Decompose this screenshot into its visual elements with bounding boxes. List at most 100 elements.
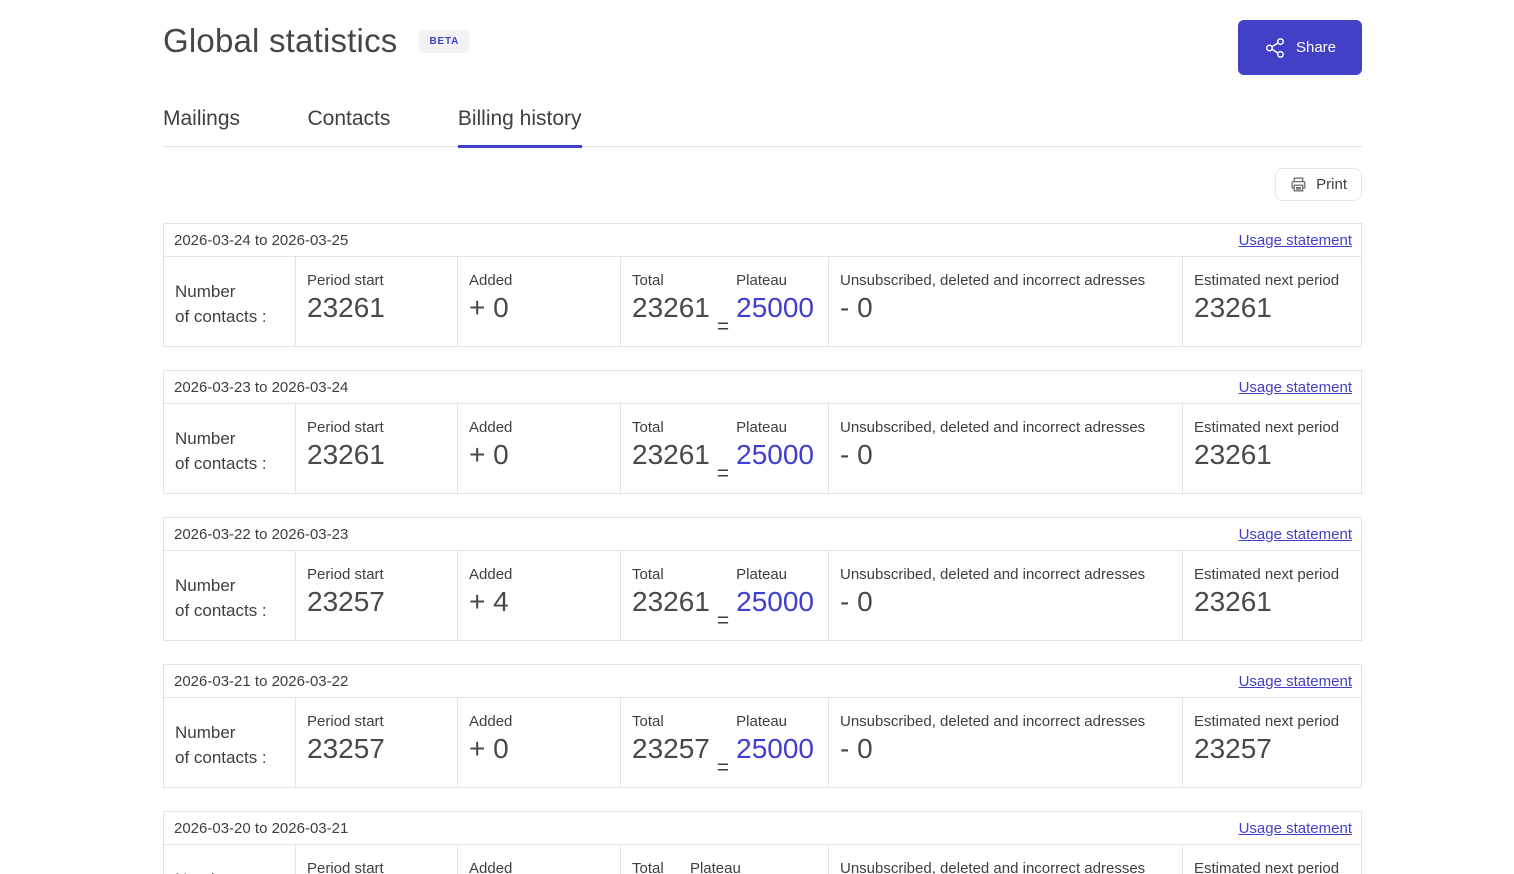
tab-billing-history[interactable]: Billing history [457, 107, 582, 148]
equals-sign: = [716, 462, 730, 485]
billing-period-card: 2026-03-23 to 2026-03-24 Usage statement… [163, 370, 1362, 494]
added-label: Added [469, 566, 513, 583]
number-of-contacts-line2: of contacts : [175, 601, 267, 620]
estimated-next-period-value: 23261 [1194, 292, 1272, 323]
period-date-range: 2026-03-22 to 2026-03-23 [174, 525, 349, 543]
billing-period-header: 2026-03-22 to 2026-03-23 Usage statement [164, 518, 1361, 551]
plateau-label: Plateau [736, 566, 788, 583]
usage-statement-link[interactable]: Usage statement [1238, 672, 1352, 690]
number-of-contacts-cell: Number of contacts : [164, 404, 296, 493]
plateau-pair: Plateau 25000 [736, 272, 814, 324]
total-plateau-cell: Total = Plateau [621, 845, 829, 874]
number-of-contacts-label: Number of contacts : [175, 867, 287, 874]
total-pair: Total [632, 860, 664, 874]
tab-contacts[interactable]: Contacts [307, 107, 391, 130]
added-value: + 0 [469, 439, 509, 470]
billing-period-card: 2026-03-21 to 2026-03-22 Usage statement… [163, 664, 1362, 788]
unsubscribed-label: Unsubscribed, deleted and incorrect adre… [840, 860, 1146, 874]
billing-period-body: Number of contacts : Period start Added [164, 845, 1361, 874]
billing-period-header: 2026-03-24 to 2026-03-25 Usage statement [164, 224, 1361, 257]
period-date-range: 2026-03-20 to 2026-03-21 [174, 819, 349, 837]
period-start-cell: Period start 23257 [296, 551, 458, 640]
print-button-label: Print [1316, 176, 1347, 193]
number-of-contacts-label: Number of contacts : [175, 426, 287, 476]
page-header: Global statistics BETA Share [163, 20, 1362, 75]
plateau-value: 25000 [736, 733, 815, 764]
usage-statement-link[interactable]: Usage statement [1238, 378, 1352, 396]
estimated-next-period-label: Estimated next period [1194, 272, 1340, 289]
added-label: Added [469, 272, 513, 289]
number-of-contacts-line2: of contacts : [175, 748, 267, 767]
total-value: 23261 [632, 292, 710, 323]
share-button[interactable]: Share [1238, 20, 1362, 75]
period-start-label: Period start [307, 860, 384, 874]
total-value: 23261 [632, 439, 710, 470]
plateau-pair: Plateau 25000 [736, 713, 814, 765]
added-label: Added [469, 860, 513, 874]
billing-period-card: 2026-03-24 to 2026-03-25 Usage statement… [163, 223, 1362, 347]
total-pair: Total 23257 [632, 713, 710, 765]
plateau-value: 25000 [736, 292, 815, 323]
print-button[interactable]: Print [1275, 168, 1362, 201]
toolbar: Print [163, 168, 1362, 201]
usage-statement-link[interactable]: Usage statement [1238, 819, 1352, 837]
plateau-pair: Plateau 25000 [736, 566, 814, 618]
billing-period-header: 2026-03-23 to 2026-03-24 Usage statement [164, 371, 1361, 404]
number-of-contacts-label: Number of contacts : [175, 720, 287, 770]
tab-mailings[interactable]: Mailings [163, 107, 241, 130]
plateau-label: Plateau [736, 419, 788, 436]
number-of-contacts-label: Number of contacts : [175, 573, 287, 623]
period-start-value: 23257 [307, 733, 385, 764]
added-value: + 4 [469, 586, 509, 617]
equals-sign: = [716, 315, 730, 338]
number-of-contacts-line1: Number [175, 870, 235, 874]
billing-period-list: 2026-03-24 to 2026-03-25 Usage statement… [163, 223, 1362, 874]
usage-statement-link[interactable]: Usage statement [1238, 525, 1352, 543]
unsubscribed-label: Unsubscribed, deleted and incorrect adre… [840, 566, 1146, 583]
total-plateau-cell: Total 23261 = Plateau 25000 [621, 257, 829, 346]
unsubscribed-cell: Unsubscribed, deleted and incorrect adre… [829, 698, 1183, 787]
period-start-value: 23261 [307, 292, 385, 323]
plateau-label: Plateau [736, 272, 788, 289]
title-wrap: Global statistics BETA [163, 22, 470, 60]
total-plateau-cell: Total 23261 = Plateau 25000 [621, 551, 829, 640]
unsubscribed-cell: Unsubscribed, deleted and incorrect adre… [829, 551, 1183, 640]
total-value: 23257 [632, 733, 710, 764]
number-of-contacts-line2: of contacts : [175, 307, 267, 326]
estimated-next-period-value: 23261 [1194, 439, 1272, 470]
added-label: Added [469, 713, 513, 730]
tab-bar: Mailings Contacts Billing history [163, 107, 1362, 148]
total-label: Total [632, 272, 664, 289]
unsubscribed-value: - 0 [840, 733, 873, 764]
period-start-label: Period start [307, 272, 384, 289]
period-start-cell: Period start [296, 845, 458, 874]
estimated-next-period-cell: Estimated next period 23257 [1183, 698, 1361, 787]
total-value: 23261 [632, 586, 710, 617]
unsubscribed-cell: Unsubscribed, deleted and incorrect adre… [829, 404, 1183, 493]
added-cell: Added + 0 [458, 257, 621, 346]
total-pair: Total 23261 [632, 566, 710, 618]
unsubscribed-label: Unsubscribed, deleted and incorrect adre… [840, 419, 1146, 436]
estimated-next-period-label: Estimated next period [1194, 860, 1340, 874]
usage-statement-link[interactable]: Usage statement [1238, 231, 1352, 249]
billing-period-card: 2026-03-20 to 2026-03-21 Usage statement… [163, 811, 1362, 874]
period-start-value: 23257 [307, 586, 385, 617]
added-cell: Added + 0 [458, 404, 621, 493]
number-of-contacts-line1: Number [175, 576, 236, 595]
period-date-range: 2026-03-24 to 2026-03-25 [174, 231, 349, 249]
number-of-contacts-line1: Number [175, 282, 236, 301]
total-plateau-cell: Total 23261 = Plateau 25000 [621, 404, 829, 493]
billing-period-header: 2026-03-20 to 2026-03-21 Usage statement [164, 812, 1361, 845]
added-cell: Added + 4 [458, 551, 621, 640]
total-plateau-cell: Total 23257 = Plateau 25000 [621, 698, 829, 787]
total-pair: Total 23261 [632, 419, 710, 471]
estimated-next-period-value: 23261 [1194, 586, 1272, 617]
plateau-pair: Plateau [690, 860, 741, 874]
equals-sign: = [716, 609, 730, 632]
period-start-value: 23261 [307, 439, 385, 470]
beta-badge: BETA [419, 29, 470, 53]
number-of-contacts-cell: Number of contacts : [164, 551, 296, 640]
total-pair: Total 23261 [632, 272, 710, 324]
period-start-label: Period start [307, 419, 384, 436]
share-icon [1264, 37, 1286, 59]
